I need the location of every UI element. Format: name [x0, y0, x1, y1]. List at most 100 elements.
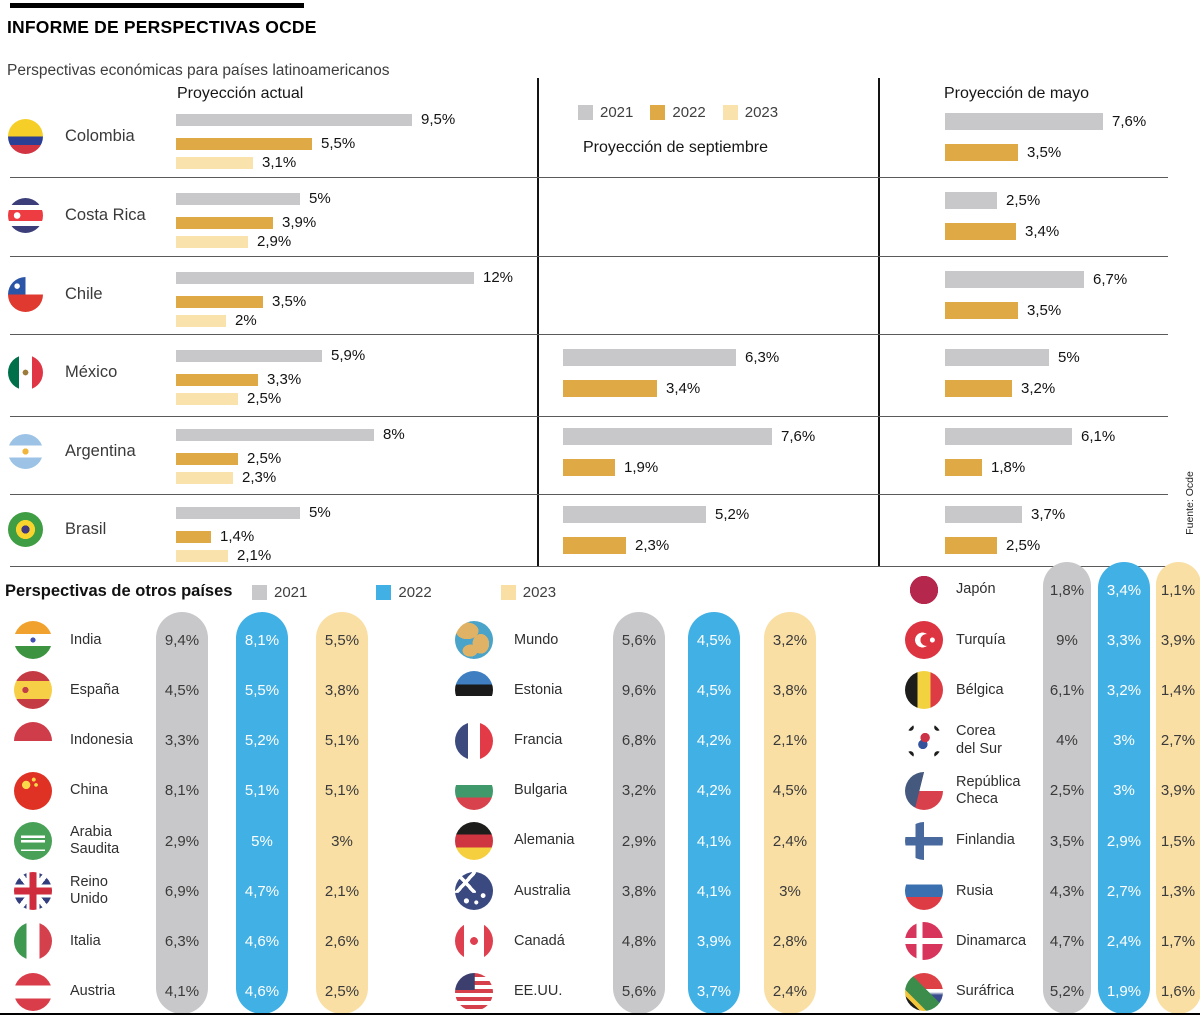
flag-argentina-icon	[8, 434, 43, 469]
value-2022: 3%	[1113, 732, 1135, 750]
value-2021: 2,9%	[621, 832, 657, 850]
legend-swatch-2021	[252, 585, 267, 600]
value-2021: 6,3%	[164, 932, 200, 950]
others-row-italia: Italia 6,3% 4,6% 2,6%	[0, 916, 359, 966]
others-row-arabia-saudita: Arabia Saudita 2,9% 5% 3%	[0, 816, 353, 866]
pill-2022	[236, 612, 288, 1014]
value-2021: 3,8%	[621, 882, 657, 900]
others-row-francia: Francia 6,8% 4,2% 2,1%	[440, 716, 807, 766]
flag-mundo-icon	[455, 621, 493, 660]
column-divider-left	[537, 78, 539, 566]
bar-value-2021: 6,1%	[1081, 427, 1116, 445]
country-label: República Checa	[956, 773, 1021, 807]
pill-2022	[1098, 562, 1150, 1014]
flag-espana-icon	[14, 671, 52, 710]
flag-brasil-icon	[8, 512, 43, 547]
pill-2023	[764, 612, 816, 1014]
legend-item-2021: 2021	[252, 584, 307, 601]
value-2022: 4,6%	[244, 983, 280, 1001]
bar-value-2021: 6,3%	[745, 348, 780, 366]
country-label: Turquía	[956, 631, 1006, 648]
bar-2022	[563, 459, 615, 476]
value-2023: 1,1%	[1160, 581, 1196, 599]
bar-2022	[176, 374, 258, 386]
bar-2021	[945, 506, 1022, 523]
flag-francia-icon	[455, 721, 493, 760]
bar-value-2022: 3,5%	[1027, 143, 1062, 161]
country-label: Colombia	[65, 127, 135, 145]
row-separator	[10, 334, 1168, 335]
value-2022: 4,1%	[696, 832, 732, 850]
bar-value-2022: 1,9%	[624, 458, 659, 476]
bar-value-2023: 2,1%	[237, 547, 272, 564]
country-label: Mundo	[514, 631, 559, 648]
bar-2021	[945, 428, 1072, 445]
flag-alemania-icon	[455, 822, 493, 860]
flag-surafrica-icon	[905, 972, 943, 1011]
bar-value-2021: 5%	[309, 190, 331, 207]
value-2021: 3,3%	[164, 732, 200, 750]
value-2023: 1,4%	[1160, 681, 1196, 699]
value-2021: 3,2%	[621, 782, 657, 800]
column-header-septiembre: Proyección de septiembre	[583, 139, 768, 156]
pill-2022	[688, 612, 740, 1014]
legend-item-2021: 2021	[578, 104, 633, 121]
value-2023: 3,9%	[1160, 782, 1196, 800]
value-2021: 8,1%	[164, 782, 200, 800]
bar-value-2022: 3,9%	[282, 214, 317, 231]
value-2021: 6,1%	[1049, 681, 1085, 699]
bar-2022	[176, 217, 273, 229]
country-label: Italia	[70, 932, 101, 949]
value-2021: 9,4%	[164, 631, 200, 649]
latam-row-mexico: México 5,9% 3,3% 2,5% 6,3% 3,4% 5% 3,2%	[0, 334, 1200, 412]
flag-canada-icon	[455, 922, 493, 961]
value-2023: 2,4%	[772, 983, 808, 1001]
value-2021: 4%	[1056, 732, 1078, 750]
legend-item-2023: 2023	[722, 104, 778, 121]
legend-label-2021: 2021	[274, 584, 308, 601]
bar-value-2022: 3,2%	[1021, 379, 1056, 397]
value-2021: 2,9%	[164, 832, 200, 850]
row-separator	[10, 494, 1168, 495]
bar-2023	[176, 157, 253, 169]
value-2022: 4,2%	[696, 732, 732, 750]
legend-label-2022: 2022	[672, 104, 706, 121]
bar-value-2021: 3,7%	[1031, 505, 1066, 523]
value-2022: 2,9%	[1106, 832, 1142, 850]
bar-value-2021: 5,2%	[715, 505, 750, 523]
bar-value-2022: 3,3%	[267, 371, 302, 388]
bar-2022	[945, 144, 1018, 161]
value-2022: 2,4%	[1106, 932, 1142, 950]
pill-2021	[1043, 562, 1091, 1014]
country-label: India	[70, 631, 102, 648]
value-2022: 4,2%	[696, 782, 732, 800]
bar-value-2021: 5%	[309, 504, 331, 521]
others-section-title: Perspectivas de otros países	[5, 582, 233, 600]
flag-china-icon	[14, 771, 52, 810]
value-2021: 5,2%	[1049, 983, 1085, 1001]
pill-2021	[156, 612, 208, 1014]
value-2021: 4,7%	[1049, 932, 1085, 950]
page-title: INFORME DE PERSPECTIVAS OCDE	[7, 17, 317, 37]
legend-label-2022: 2022	[398, 584, 432, 601]
others-row-eeuu: EE.UU. 5,6% 3,7% 2,4%	[440, 967, 807, 1017]
bar-2021	[176, 350, 322, 362]
latam-row-chile: Chile 12% 3,5% 2% 6,7% 3,5%	[0, 256, 1200, 334]
value-2021: 5,6%	[621, 631, 657, 649]
country-label: Canadá	[514, 932, 565, 949]
bar-2023	[176, 236, 248, 248]
flag-australia-icon	[455, 872, 493, 911]
bar-value-2022: 1,4%	[220, 528, 255, 545]
others-row-espana: España 4,5% 5,5% 3,8%	[0, 665, 359, 715]
others-row-austria: Austria 4,1% 4,6% 2,5%	[0, 967, 359, 1017]
bar-value-2022: 2,5%	[1006, 536, 1041, 554]
bar-value-2021: 5%	[1058, 348, 1080, 366]
legend-swatch-2021	[578, 105, 593, 120]
bar-2022	[176, 453, 238, 465]
others-row-surafrica: Suráfrica 5,2% 1,9% 1,6%	[896, 967, 1200, 1017]
bar-value-2022: 3,4%	[666, 379, 701, 397]
value-2023: 1,6%	[1160, 983, 1196, 1001]
value-2023: 1,5%	[1160, 832, 1196, 850]
country-label: Rusia	[956, 882, 994, 899]
value-2023: 2,6%	[324, 932, 360, 950]
